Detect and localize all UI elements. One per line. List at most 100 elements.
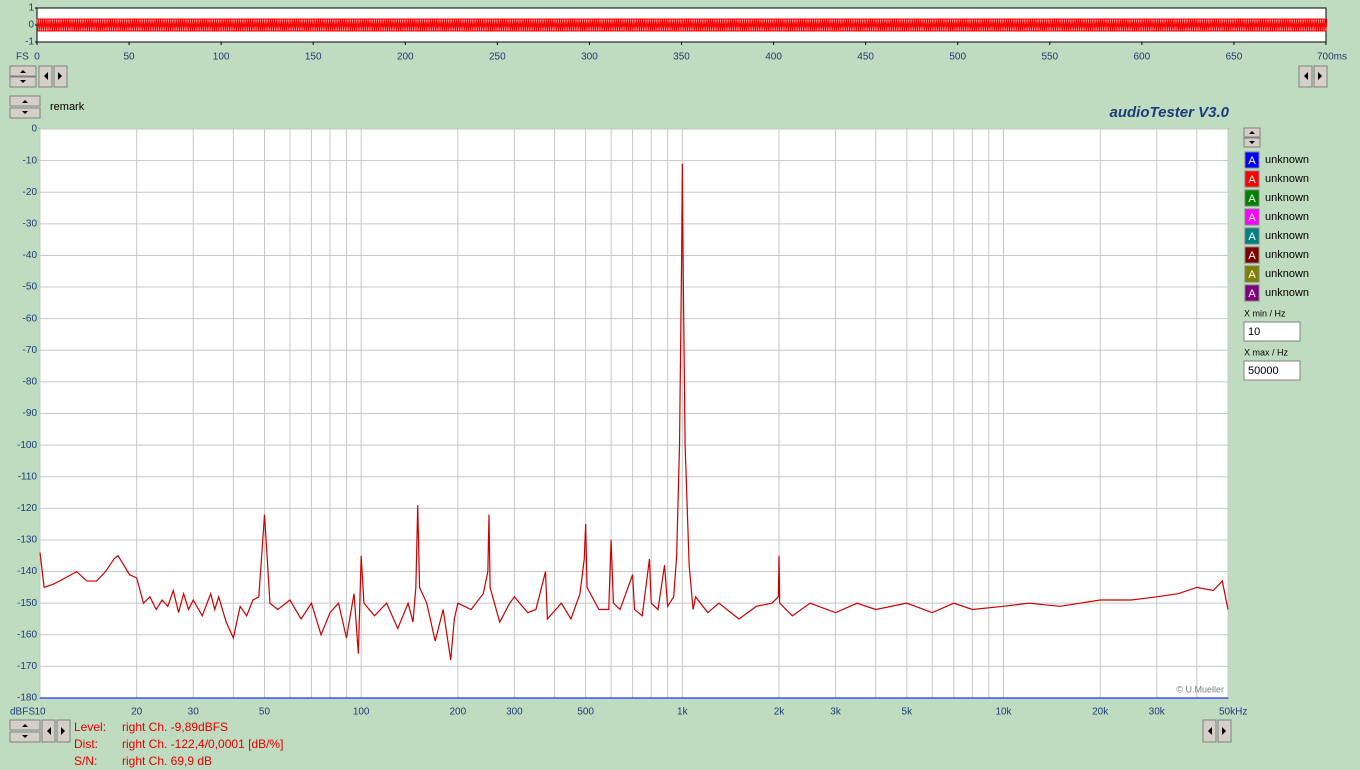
x-tick-label: 150	[305, 52, 322, 63]
y-tick-label: -10	[23, 155, 38, 166]
status-label: S/N:	[74, 754, 97, 768]
y-tick-label: 0	[28, 20, 34, 31]
x-tick-label: 3k	[830, 707, 842, 718]
legend-icon: A	[1248, 155, 1256, 167]
x-tick-label: 100	[353, 707, 370, 718]
legend-label: unknown	[1265, 154, 1309, 166]
y-tick-label: -70	[23, 345, 38, 356]
series-line	[39, 163, 1229, 661]
x-max-label: X max / Hz	[1244, 347, 1289, 357]
scroll-buttons[interactable]	[38, 65, 68, 88]
x-max-input[interactable]	[1243, 360, 1301, 381]
x-tick-label: 500	[949, 52, 966, 63]
legend-swatch[interactable]	[1244, 208, 1260, 226]
spinner[interactable]	[9, 95, 41, 119]
x-min-label: X min / Hz	[1244, 308, 1286, 318]
y-tick-label: -130	[17, 535, 37, 546]
x-tick-label: 450	[857, 52, 874, 63]
legend-swatch[interactable]	[1244, 189, 1260, 207]
x-tick-label: 50kHz	[1219, 707, 1247, 718]
y-tick-label: -120	[17, 503, 37, 514]
app-title: audioTester V3.0	[1110, 104, 1230, 121]
legend-icon: A	[1248, 193, 1256, 205]
x-tick-label: 200	[450, 707, 467, 718]
y-tick-label: -170	[17, 661, 37, 672]
x-tick-label: 550	[1041, 52, 1058, 63]
y-axis-unit: dBFS	[10, 707, 35, 718]
x-tick-label: 100	[213, 52, 230, 63]
legend-label: unknown	[1265, 268, 1309, 280]
legend-swatch[interactable]	[1244, 246, 1260, 264]
x-tick-label: 10k	[995, 707, 1012, 718]
legend-icon: A	[1248, 212, 1256, 224]
x-tick-label: 300	[581, 52, 598, 63]
x-tick-label: 50	[124, 52, 136, 63]
y-tick-label: -90	[23, 408, 38, 419]
y-tick-label: -60	[23, 313, 38, 324]
y-tick-label: 0	[31, 124, 37, 135]
scroll-buttons[interactable]	[41, 719, 71, 743]
scroll-buttons[interactable]	[1202, 719, 1232, 743]
y-tick-label: -1	[25, 37, 34, 48]
status-text: right Ch. 69,9 dB	[122, 754, 212, 768]
y-tick-label: -100	[17, 440, 37, 451]
spinner[interactable]	[9, 719, 41, 743]
legend-swatch[interactable]	[1244, 265, 1260, 283]
y-tick-label: -160	[17, 629, 37, 640]
y-tick-label: -20	[23, 187, 38, 198]
status-label: Dist:	[74, 737, 98, 751]
y-tick-label: -50	[23, 282, 38, 293]
x-tick-label: 500	[577, 707, 594, 718]
x-tick-label: 400	[765, 52, 782, 63]
legend-swatch[interactable]	[1244, 151, 1260, 169]
y-tick-label: -80	[23, 377, 38, 388]
legend-label: unknown	[1265, 230, 1309, 242]
x-tick-label: 50	[259, 707, 271, 718]
legend-swatch[interactable]	[1244, 227, 1260, 245]
legend-label: unknown	[1265, 211, 1309, 223]
legend-icon: A	[1248, 174, 1256, 186]
x-tick-label: 1k	[677, 707, 689, 718]
x-tick-label: 5k	[902, 707, 914, 718]
spinner[interactable]	[1243, 127, 1261, 148]
copyright: © U.Mueller	[1176, 684, 1224, 694]
x-tick-label: 2k	[774, 707, 786, 718]
legend-label: unknown	[1265, 192, 1309, 204]
y-tick-label: -180	[17, 693, 37, 704]
status-text: right Ch. -122,4/0,0001 [dB/%]	[122, 737, 283, 751]
legend-label: unknown	[1265, 173, 1309, 185]
x-tick-label: 600	[1134, 52, 1151, 63]
y-axis-unit: FS	[16, 52, 29, 63]
y-tick-label: -140	[17, 566, 37, 577]
x-tick-label: 200	[397, 52, 414, 63]
legend-label: unknown	[1265, 249, 1309, 261]
x-tick-label: 650	[1226, 52, 1243, 63]
x-tick-label: 10	[34, 707, 46, 718]
legend-icon: A	[1248, 250, 1256, 262]
status-label: Level:	[74, 720, 106, 734]
x-tick-label: 30k	[1149, 707, 1166, 718]
y-tick-label: -110	[18, 471, 38, 482]
x-tick-label: 700ms	[1317, 52, 1347, 63]
x-tick-label: 0	[34, 52, 40, 63]
legend-icon: A	[1248, 231, 1256, 243]
legend-label: unknown	[1265, 287, 1309, 299]
y-tick-label: -40	[23, 250, 38, 261]
x-tick-label: 20k	[1092, 707, 1109, 718]
legend-icon: A	[1248, 288, 1256, 300]
x-tick-label: 350	[673, 52, 690, 63]
x-tick-label: 250	[489, 52, 506, 63]
legend-swatch[interactable]	[1244, 170, 1260, 188]
x-tick-label: 300	[506, 707, 523, 718]
x-min-input[interactable]	[1243, 321, 1301, 342]
y-tick-label: -150	[17, 598, 37, 609]
scroll-buttons[interactable]	[1298, 65, 1328, 88]
spinner[interactable]	[9, 65, 37, 88]
legend-swatch[interactable]	[1244, 284, 1260, 302]
legend-icon: A	[1248, 269, 1256, 281]
x-min-value: 10	[1248, 326, 1260, 338]
x-max-value: 50000	[1248, 365, 1279, 377]
y-tick-label: -30	[23, 218, 38, 229]
remark: remark	[50, 101, 85, 113]
x-tick-label: 30	[188, 707, 200, 718]
